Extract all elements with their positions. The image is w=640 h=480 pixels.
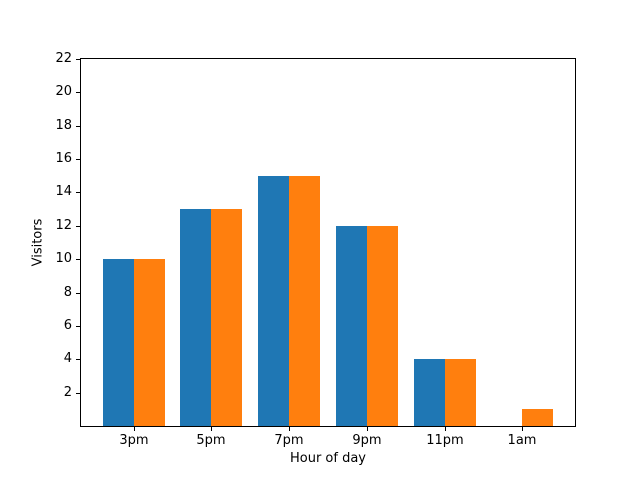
bar-5pm-orange — [211, 209, 243, 426]
y-tick-label-4: 4 — [63, 351, 72, 366]
bar-7pm-orange — [289, 175, 321, 426]
y-tick-label-14: 14 — [55, 184, 72, 199]
x-tick-7pm — [289, 427, 290, 431]
y-tick-8 — [76, 293, 80, 294]
y-tick-label-2: 2 — [63, 385, 72, 400]
y-tick-12 — [76, 226, 80, 227]
bar-3pm-orange — [133, 259, 165, 426]
y-tick-14 — [76, 192, 80, 193]
bar-9pm-orange — [366, 225, 398, 426]
x-tick-11pm — [445, 427, 446, 431]
y-tick-label-6: 6 — [63, 318, 72, 333]
x-tick-9pm — [367, 427, 368, 431]
x-tick-label-3pm: 3pm — [119, 433, 149, 448]
bar-7pm-blue — [258, 175, 290, 426]
y-tick-16 — [76, 159, 80, 160]
bar-11pm-orange — [444, 359, 476, 426]
y-tick-4 — [76, 359, 80, 360]
y-tick-label-12: 12 — [55, 218, 72, 233]
y-tick-label-10: 10 — [55, 251, 72, 266]
y-tick-label-16: 16 — [55, 151, 72, 166]
y-tick-label-18: 18 — [55, 118, 72, 133]
x-tick-5pm — [211, 427, 212, 431]
bar-5pm-blue — [180, 209, 212, 426]
x-tick-label-1am: 1am — [507, 433, 537, 448]
x-tick-3pm — [134, 427, 135, 431]
x-tick-label-11pm: 11pm — [426, 433, 464, 448]
y-tick-label-22: 22 — [55, 51, 72, 66]
y-tick-6 — [76, 326, 80, 327]
y-axis-label: Visitors — [30, 218, 46, 267]
y-tick-label-8: 8 — [63, 285, 72, 300]
x-tick-label-5pm: 5pm — [196, 433, 226, 448]
x-tick-label-9pm: 9pm — [352, 433, 382, 448]
x-tick-1am — [522, 427, 523, 431]
bar-3pm-blue — [102, 259, 134, 426]
y-tick-22 — [76, 59, 80, 60]
y-tick-10 — [76, 259, 80, 260]
y-tick-2 — [76, 393, 80, 394]
x-axis-label: Hour of day — [289, 451, 367, 466]
y-tick-label-20: 20 — [55, 84, 72, 99]
bar-11pm-blue — [413, 359, 445, 426]
bar-1am-orange — [522, 409, 554, 426]
bar-9pm-blue — [335, 225, 367, 426]
y-tick-20 — [76, 92, 80, 93]
y-tick-18 — [76, 126, 80, 127]
x-tick-label-7pm: 7pm — [274, 433, 304, 448]
